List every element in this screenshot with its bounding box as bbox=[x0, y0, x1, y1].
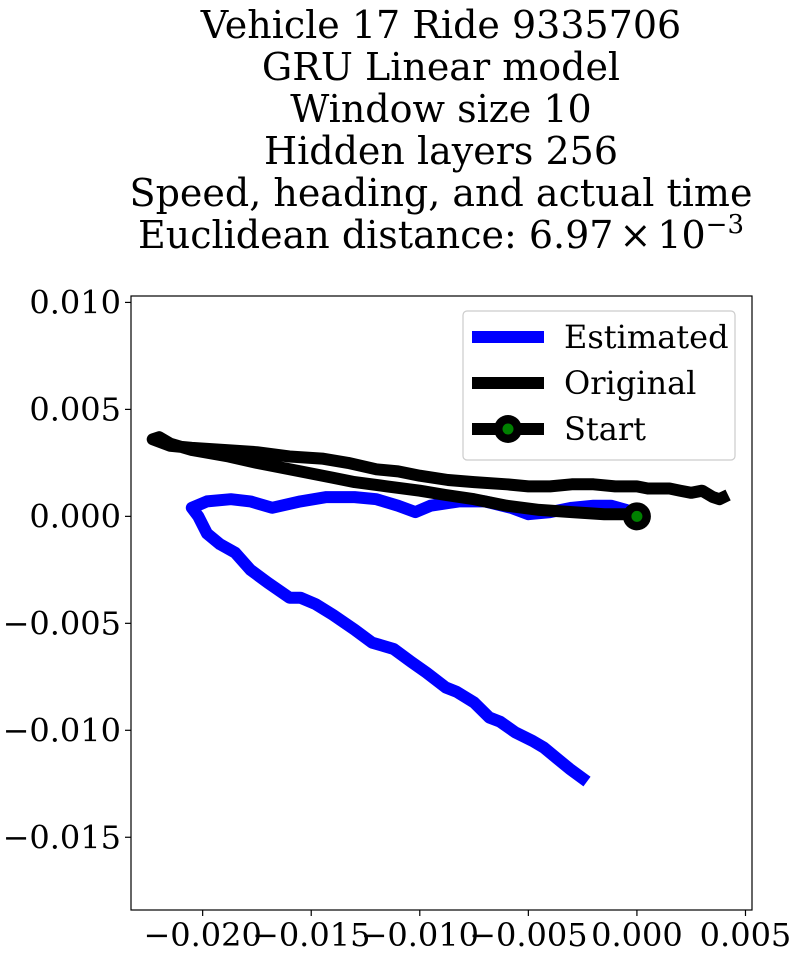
distance-mantissa: 6.97 bbox=[529, 213, 614, 257]
distance-base: 10 bbox=[657, 213, 705, 257]
y-tick-label: −0.015 bbox=[3, 818, 121, 856]
legend-box bbox=[462, 310, 736, 461]
series-group bbox=[146, 431, 731, 787]
y-axis: 0.010 0.005 0.000 −0.005 −0.010 −0.015 bbox=[3, 283, 131, 856]
y-tick-label: 0.000 bbox=[29, 497, 121, 535]
x-tick-label: 0.005 bbox=[700, 916, 792, 954]
distance-times: × bbox=[619, 213, 651, 257]
distance-prefix: Euclidean distance: bbox=[138, 213, 529, 257]
legend-label-estimated: Estimated bbox=[564, 318, 729, 356]
distance-exponent: −3 bbox=[706, 210, 744, 240]
x-tick-label: −0.010 bbox=[361, 916, 479, 954]
title-line-distance: Euclidean distance: 6.97 × 10−3 bbox=[138, 210, 744, 257]
y-tick-label: 0.010 bbox=[29, 283, 121, 321]
series-line-estimated bbox=[185, 491, 640, 787]
legend-label-start: Start bbox=[564, 410, 646, 448]
title-line-1: Vehicle 17 Ride 9335706 bbox=[200, 3, 681, 47]
x-tick-label: −0.015 bbox=[252, 916, 370, 954]
y-tick-label: −0.005 bbox=[3, 604, 121, 642]
series-line-original bbox=[146, 431, 731, 521]
title-line-2: GRU Linear model bbox=[262, 45, 620, 89]
y-tick-label: −0.010 bbox=[3, 711, 121, 749]
legend: Estimated Original Start bbox=[462, 310, 736, 461]
title-line-3: Window size 10 bbox=[290, 87, 591, 131]
plot-content bbox=[146, 431, 731, 787]
legend-start-marker-inner bbox=[502, 423, 514, 435]
title-line-4: Hidden layers 256 bbox=[264, 129, 618, 173]
title-line-5: Speed, heading, and actual time bbox=[130, 171, 753, 215]
chart-title: Vehicle 17 Ride 9335706 GRU Linear model… bbox=[130, 3, 753, 257]
x-tick-label: −0.020 bbox=[143, 916, 261, 954]
start-marker-inner bbox=[631, 510, 643, 522]
x-tick-label: 0.000 bbox=[591, 916, 683, 954]
legend-label-original: Original bbox=[564, 364, 696, 402]
x-axis: −0.020−0.015−0.010−0.005 0.000 0.005 bbox=[143, 910, 791, 954]
axes-frame bbox=[130, 295, 753, 911]
y-tick-label: 0.005 bbox=[29, 390, 121, 428]
x-tick-label: −0.005 bbox=[469, 916, 587, 954]
